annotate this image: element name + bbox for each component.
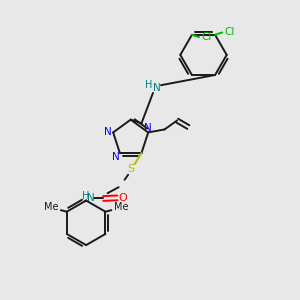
Text: N: N bbox=[87, 194, 94, 203]
Text: Me: Me bbox=[114, 202, 128, 212]
Text: Cl: Cl bbox=[224, 27, 235, 38]
Text: H: H bbox=[146, 80, 153, 90]
Text: N: N bbox=[153, 82, 161, 93]
Text: O: O bbox=[119, 193, 128, 203]
Text: S: S bbox=[128, 164, 135, 174]
Text: Cl: Cl bbox=[201, 32, 212, 42]
Text: N: N bbox=[144, 123, 152, 133]
Text: N: N bbox=[104, 128, 112, 137]
Text: H: H bbox=[82, 191, 90, 201]
Text: N: N bbox=[112, 152, 120, 162]
Text: Me: Me bbox=[44, 202, 58, 212]
